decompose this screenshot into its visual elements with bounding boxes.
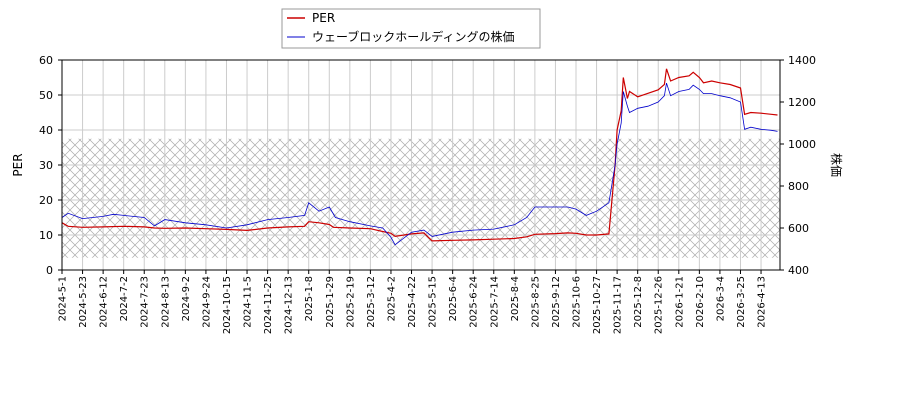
x-tick-label-5: 2024-8-13: [160, 276, 171, 328]
x-tick-label-29: 2025-12-26: [654, 276, 665, 334]
x-tick-label-9: 2024-11-5: [243, 276, 254, 328]
x-tick-label-8: 2024-10-15: [222, 276, 233, 334]
x-tick-label-15: 2025-3-12: [366, 276, 377, 328]
x-tick-label-3: 2024-7-2: [119, 276, 130, 321]
x-tick-label-25: 2025-10-6: [572, 276, 583, 328]
hatched-band: [62, 138, 780, 258]
legend-box: [281, 8, 541, 49]
y-axis-label-left: PER: [11, 153, 25, 176]
legend: PER ウェーブロックホールディングの株価: [281, 8, 541, 49]
series-line-0: [62, 68, 778, 242]
y-tick-label-right-1: 600: [788, 222, 809, 235]
x-tick-label-2: 2024-6-12: [99, 276, 110, 328]
hatched-band-rect: [62, 138, 780, 258]
x-tick-label-22: 2025-8-4: [510, 276, 521, 321]
grid: [61, 59, 780, 271]
x-tick-label-6: 2024-9-2: [181, 276, 192, 321]
x-tick-label-4: 2024-7-23: [140, 276, 151, 328]
x-tick-label-23: 2025-8-25: [530, 276, 541, 328]
y-tick-label-left-5: 50: [39, 89, 53, 102]
y-tick-label-right-4: 1200: [788, 96, 816, 109]
x-tick-label-30: 2026-1-21: [674, 276, 685, 328]
x-tick-label-34: 2026-4-13: [757, 276, 768, 328]
x-tick-label-18: 2025-5-15: [428, 276, 439, 328]
x-tick-label-14: 2025-2-19: [345, 276, 356, 328]
x-tick-label-31: 2026-2-10: [695, 276, 706, 328]
x-tick-label-0: 2024-5-1: [58, 276, 69, 321]
x-tick-label-26: 2025-10-27: [592, 276, 603, 334]
y-axis-label-right: 株価: [829, 153, 844, 177]
x-tick-label-33: 2026-3-25: [736, 276, 747, 328]
x-tick-label-24: 2025-9-12: [551, 276, 562, 328]
ticks: 0 10 20 30 40 50 60 400 600 800 1000 1200 1400 2024-5…: [39, 54, 816, 334]
y-tick-label-left-3: 30: [39, 159, 53, 172]
y-tick-label-left-4: 40: [39, 124, 53, 137]
series-layer: [62, 68, 778, 246]
x-tick-label-12: 2025-1-8: [304, 276, 315, 321]
x-tick-label-28: 2025-12-8: [633, 276, 644, 328]
x-tick-label-1: 2024-5-23: [78, 276, 89, 328]
y-tick-label-left-1: 10: [39, 229, 53, 242]
x-tick-label-32: 2026-3-4: [715, 276, 726, 321]
x-tick-label-11: 2024-12-13: [284, 276, 295, 334]
y-tick-label-left-2: 20: [39, 194, 53, 207]
x-tick-label-16: 2025-4-2: [387, 276, 398, 321]
legend-label-price: ウェーブロックホールディングの株価: [312, 29, 514, 44]
y-tick-label-right-0: 400: [788, 264, 809, 277]
x-tick-label-17: 2025-4-22: [407, 276, 418, 328]
x-tick-label-13: 2025-1-29: [325, 276, 336, 328]
x-tick-label-27: 2025-11-17: [613, 276, 624, 334]
y-tick-label-right-2: 800: [788, 180, 809, 193]
x-tick-label-10: 2024-11-25: [263, 276, 274, 334]
y-tick-label-right-3: 1000: [788, 138, 816, 151]
y-tick-label-left-0: 0: [46, 264, 53, 277]
x-tick-label-20: 2025-6-24: [469, 276, 480, 328]
x-tick-label-21: 2025-7-14: [489, 276, 500, 328]
y-tick-label-right-5: 1400: [788, 54, 816, 67]
x-tick-label-7: 2024-9-24: [201, 276, 212, 328]
x-tick-label-19: 2025-6-4: [448, 276, 459, 321]
y-tick-label-left-6: 60: [39, 54, 53, 67]
legend-label-per: PER: [312, 11, 335, 25]
series-line-1: [62, 82, 778, 246]
